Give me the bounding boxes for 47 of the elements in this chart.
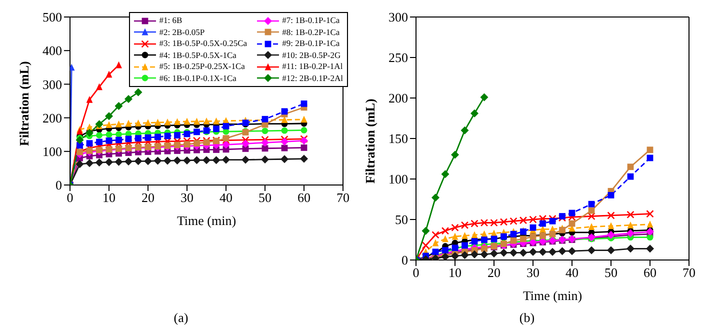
x-tick-label: 10 — [102, 190, 116, 206]
y-tick-label: 300 — [388, 10, 408, 25]
legend-label: #8: 1B-0.2P-1Ca — [282, 26, 340, 38]
y-axis-title: Filtration (mL) — [362, 98, 378, 184]
x-axis-title: Time (min) — [176, 213, 236, 228]
y-tick-label: 0 — [402, 252, 408, 268]
legend-label: #7: 1B-0.1P-1Ca — [282, 15, 340, 26]
y-tick-label: 0 — [56, 178, 62, 193]
y-tick-label: 100 — [42, 144, 62, 160]
legend-label: #10: 2B-0.5P-2G — [282, 50, 341, 61]
legend-label: #5: 1B-0.25P-0.25X-1Ca — [159, 61, 245, 72]
legend-label: #12: 2B-0.1P-2Al — [282, 72, 343, 84]
x-tick-label: 60 — [298, 190, 310, 206]
y-axis-title: Filtration (mL) — [16, 61, 32, 146]
legend-label: #1: 6B — [159, 15, 182, 26]
y-tick-label: 100 — [388, 172, 408, 187]
y-tick-label: 300 — [42, 76, 62, 92]
legend-label: #6: 1B-0.1P-0.1X-1Ca — [159, 72, 236, 84]
x-tick-label: 50 — [604, 265, 618, 280]
legend-label: #4: 1B-0.5P-0.5X-1Ca — [159, 50, 236, 61]
text: (a) — [172, 310, 190, 326]
y-tick-label: 200 — [388, 90, 408, 106]
y-tick-label: 50 — [395, 212, 408, 228]
x-tick-label: 70 — [682, 265, 696, 280]
x-axis-title: Time (min) — [522, 288, 582, 303]
x-tick-label: 20 — [488, 265, 500, 280]
x-tick-label: 10 — [448, 265, 462, 280]
x-tick-label: 30 — [526, 265, 540, 280]
x-tick-label: 20 — [142, 190, 154, 206]
y-tick-label: 250 — [388, 50, 408, 66]
y-tick-label: 200 — [42, 110, 62, 126]
x-tick-label: 50 — [258, 190, 272, 206]
y-tick-label: 400 — [42, 43, 62, 58]
legend-label: #11: 1B-0.2P-1Al — [282, 61, 343, 72]
x-tick-label: 40 — [566, 265, 578, 280]
x-tick-label: 70 — [336, 190, 350, 206]
legend-label: #9: 2B-0.1P-1Ca — [282, 38, 340, 50]
y-tick-label: 500 — [42, 10, 62, 25]
legend-label: #3: 1B-0.5P-0.5X-0.25Ca — [159, 38, 248, 50]
x-tick-label: 60 — [644, 265, 656, 280]
text: (b) — [518, 310, 536, 326]
x-tick-label: 40 — [220, 190, 232, 206]
x-tick-label: 0 — [66, 190, 74, 206]
x-tick-label: 0 — [412, 265, 420, 280]
legend-label: #2: 2B-0.05P — [159, 26, 205, 38]
y-tick-label: 150 — [388, 131, 408, 146]
x-tick-label: 30 — [180, 190, 194, 206]
